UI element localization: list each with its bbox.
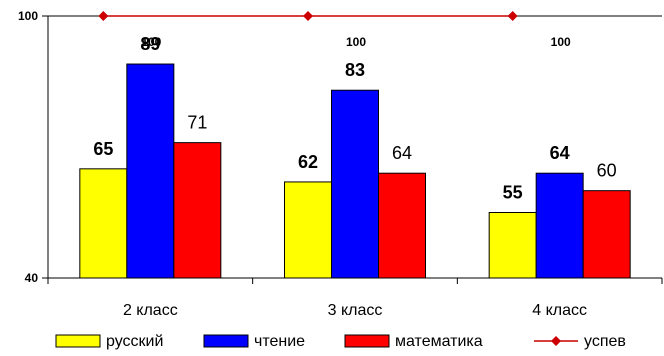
x-tick-label: 3 класс <box>328 302 383 319</box>
line-series-point <box>98 11 109 21</box>
chart-legend: русский чтение математика успев <box>55 333 626 350</box>
bar-data-label: 60 <box>597 161 617 181</box>
x-tick-label: 2 класс <box>123 302 178 319</box>
y-tick-label: 100 <box>18 9 38 23</box>
line-data-label: 100 <box>141 35 161 49</box>
bar <box>535 172 584 279</box>
chart-line-series <box>98 11 518 21</box>
bar-data-label: 62 <box>298 152 318 172</box>
chart-bars <box>79 63 631 279</box>
bar <box>488 212 537 279</box>
x-tick-label: 4 класс <box>532 302 587 319</box>
line-series-point <box>303 11 313 21</box>
bar <box>284 181 332 279</box>
bar <box>79 168 128 279</box>
bar-data-label: 55 <box>503 183 523 203</box>
bar-data-label: 64 <box>550 143 570 163</box>
bar <box>173 142 222 279</box>
legend-swatch <box>203 334 249 348</box>
bar-data-label: 71 <box>187 113 207 133</box>
y-tick-label: 40 <box>25 271 39 285</box>
bar-data-label: 64 <box>392 143 412 163</box>
legend-label: русский <box>106 333 163 350</box>
bar <box>378 172 426 279</box>
line-data-label: 100 <box>346 35 366 49</box>
legend-label: математика <box>395 333 483 350</box>
line-series-point <box>507 11 518 21</box>
chart-data-labels: 65 62 55 89 83 64 71 64 60 100 100 100 <box>93 34 616 202</box>
bar <box>331 89 379 279</box>
legend-swatch <box>55 334 101 348</box>
bar <box>126 63 175 279</box>
legend-swatch <box>344 334 390 348</box>
legend-label: успев <box>584 333 626 350</box>
bar-data-label: 65 <box>93 139 113 159</box>
bar-data-label: 83 <box>345 60 365 80</box>
bar <box>582 190 631 279</box>
legend-label: чтение <box>254 333 305 350</box>
bar-data-label: 89 <box>140 34 160 54</box>
line-data-label: 100 <box>551 35 571 49</box>
legend-marker <box>551 336 561 346</box>
